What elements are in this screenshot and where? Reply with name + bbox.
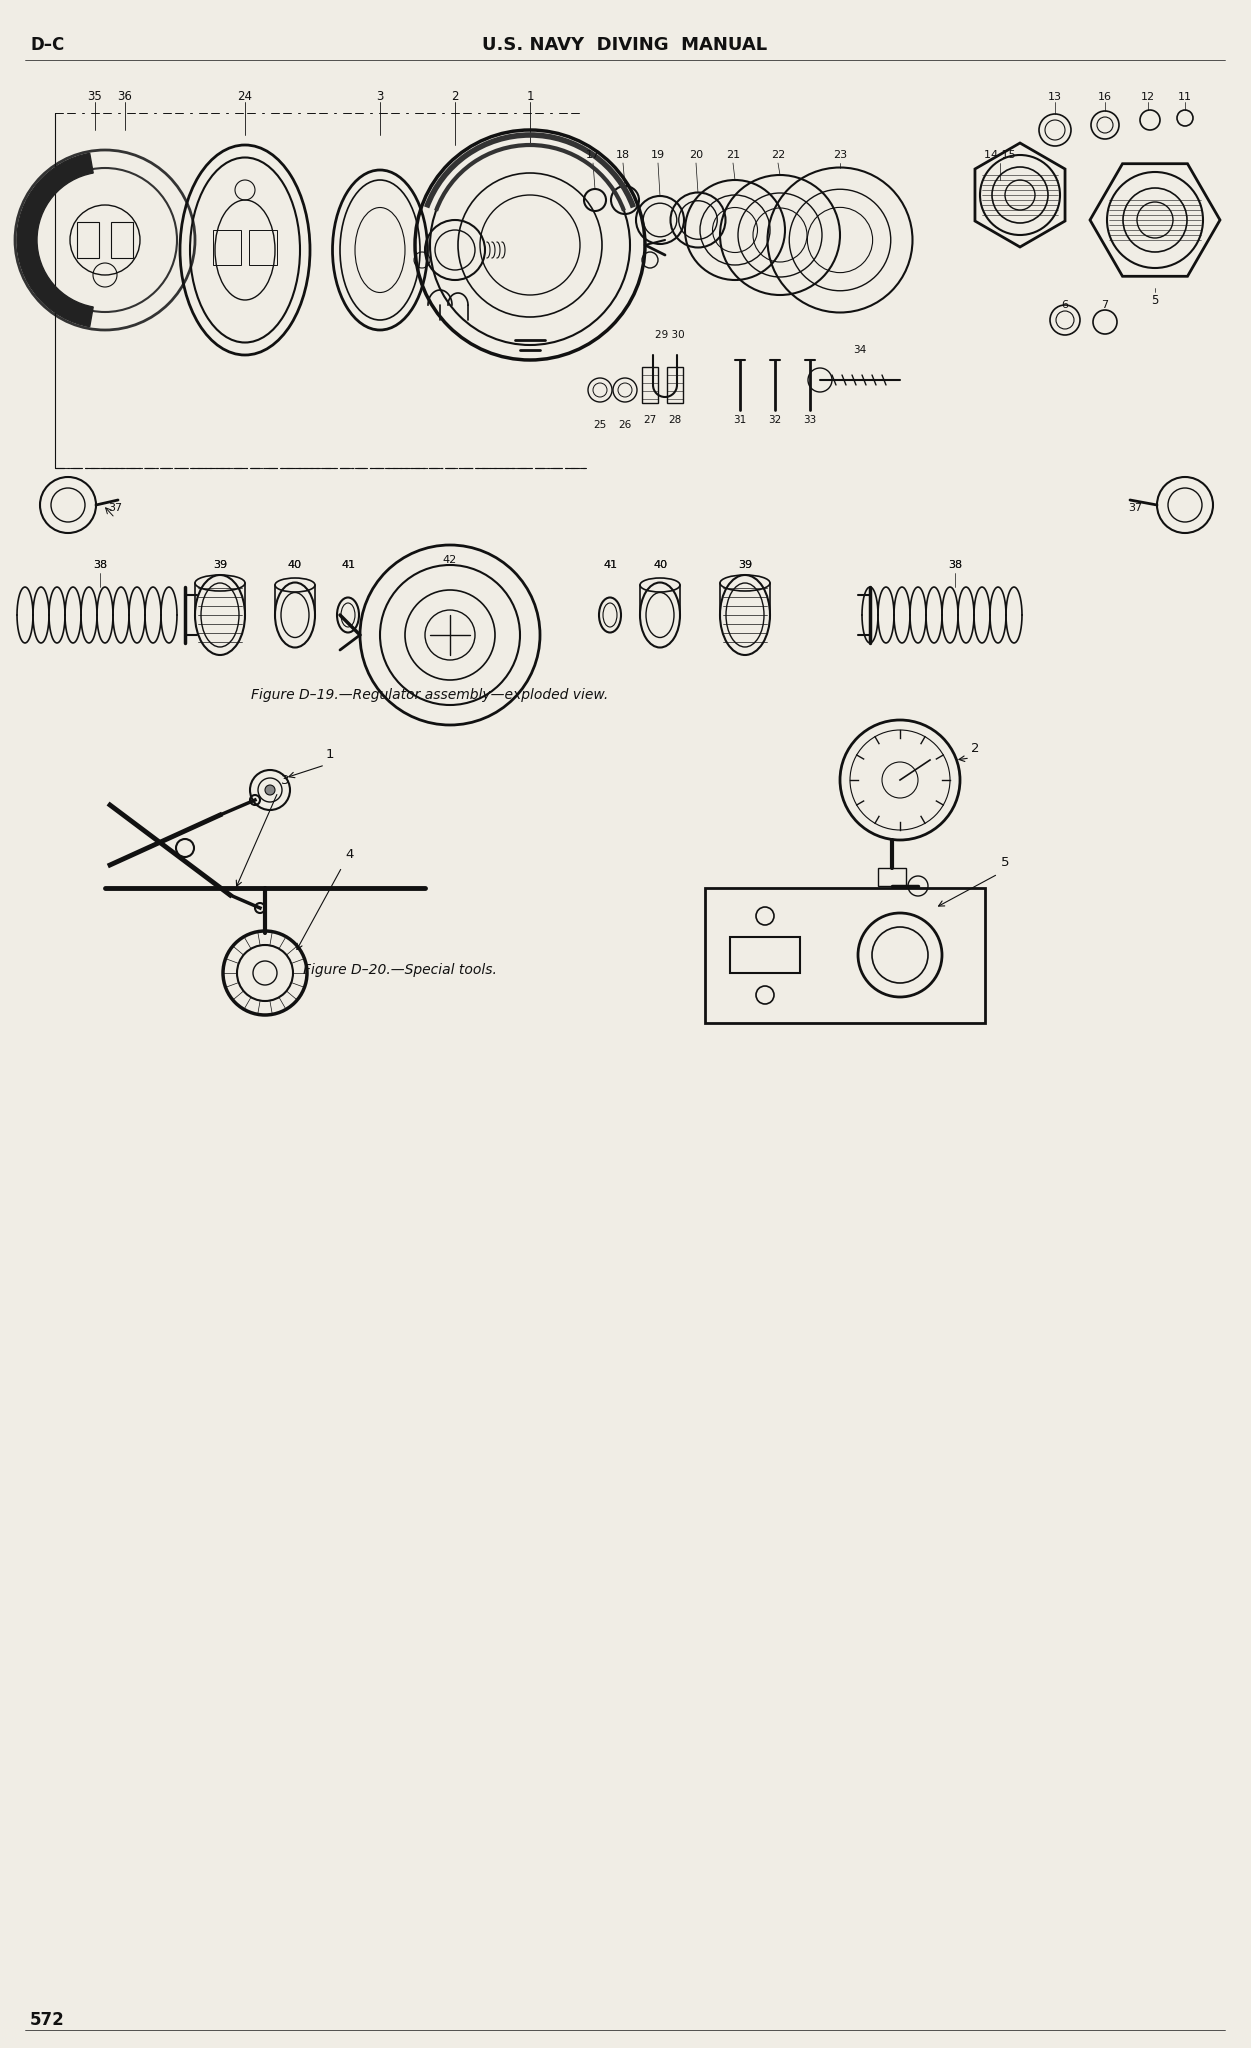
Text: 6: 6 xyxy=(1062,299,1068,309)
Text: 5: 5 xyxy=(1001,856,1010,868)
Text: 39: 39 xyxy=(213,559,228,569)
Text: 41: 41 xyxy=(342,559,355,569)
Text: 34: 34 xyxy=(853,344,867,354)
Text: 40: 40 xyxy=(653,559,667,569)
Text: 37: 37 xyxy=(108,504,123,512)
Text: 32: 32 xyxy=(768,416,782,426)
Text: 39: 39 xyxy=(213,559,228,569)
Text: 42: 42 xyxy=(443,555,457,565)
Text: 35: 35 xyxy=(88,90,103,104)
Text: 39: 39 xyxy=(738,559,752,569)
Text: 572: 572 xyxy=(30,2011,65,2030)
Text: 41: 41 xyxy=(603,559,617,569)
Text: 2: 2 xyxy=(971,741,980,754)
Text: 28: 28 xyxy=(668,416,682,426)
Text: 16: 16 xyxy=(1098,92,1112,102)
Text: 37: 37 xyxy=(1128,504,1142,512)
Circle shape xyxy=(265,784,275,795)
Bar xyxy=(249,229,276,264)
Bar xyxy=(78,221,99,258)
Bar xyxy=(213,229,241,264)
Text: 40: 40 xyxy=(653,559,667,569)
Text: Figure D–19.—Regulator assembly—exploded view.: Figure D–19.—Regulator assembly—exploded… xyxy=(251,688,609,702)
Text: 38: 38 xyxy=(948,559,962,569)
Text: 40: 40 xyxy=(288,559,301,569)
Bar xyxy=(111,221,133,258)
Bar xyxy=(878,868,906,887)
Bar xyxy=(642,367,658,403)
Text: 22: 22 xyxy=(771,150,786,160)
Text: 5: 5 xyxy=(1151,293,1158,307)
Text: 39: 39 xyxy=(738,559,752,569)
Text: U.S. NAVY  DIVING  MANUAL: U.S. NAVY DIVING MANUAL xyxy=(483,37,768,53)
Text: Figure D–20.—Special tools.: Figure D–20.—Special tools. xyxy=(303,963,497,977)
Circle shape xyxy=(176,840,194,856)
Text: 31: 31 xyxy=(733,416,747,426)
Text: 26: 26 xyxy=(618,420,632,430)
Text: D–C: D–C xyxy=(30,37,64,53)
Text: 21: 21 xyxy=(726,150,741,160)
Text: 25: 25 xyxy=(593,420,607,430)
Text: 20: 20 xyxy=(689,150,703,160)
Text: 2: 2 xyxy=(452,90,459,104)
Text: 3: 3 xyxy=(280,774,289,786)
Text: 38: 38 xyxy=(93,559,108,569)
Text: 38: 38 xyxy=(948,559,962,569)
Bar xyxy=(706,889,985,1024)
Text: 11: 11 xyxy=(1178,92,1192,102)
Text: 13: 13 xyxy=(1048,92,1062,102)
Text: 27: 27 xyxy=(643,416,657,426)
Text: 40: 40 xyxy=(288,559,301,569)
Text: 12: 12 xyxy=(1141,92,1155,102)
Text: 19: 19 xyxy=(651,150,666,160)
Wedge shape xyxy=(18,154,93,328)
Text: 17: 17 xyxy=(585,150,600,160)
Text: 4: 4 xyxy=(345,848,354,862)
Text: 33: 33 xyxy=(803,416,817,426)
Text: 29 30: 29 30 xyxy=(656,330,684,340)
Text: 1: 1 xyxy=(527,90,534,104)
Text: 41: 41 xyxy=(603,559,617,569)
Bar xyxy=(667,367,683,403)
Text: 24: 24 xyxy=(238,90,253,104)
Text: 3: 3 xyxy=(377,90,384,104)
Text: 1: 1 xyxy=(325,748,334,762)
Text: 14 15: 14 15 xyxy=(985,150,1016,160)
Bar xyxy=(731,938,799,973)
Text: 41: 41 xyxy=(342,559,355,569)
Text: 18: 18 xyxy=(615,150,631,160)
Text: 36: 36 xyxy=(118,90,133,104)
Text: 7: 7 xyxy=(1101,299,1108,309)
Text: 23: 23 xyxy=(833,150,847,160)
Text: 38: 38 xyxy=(93,559,108,569)
